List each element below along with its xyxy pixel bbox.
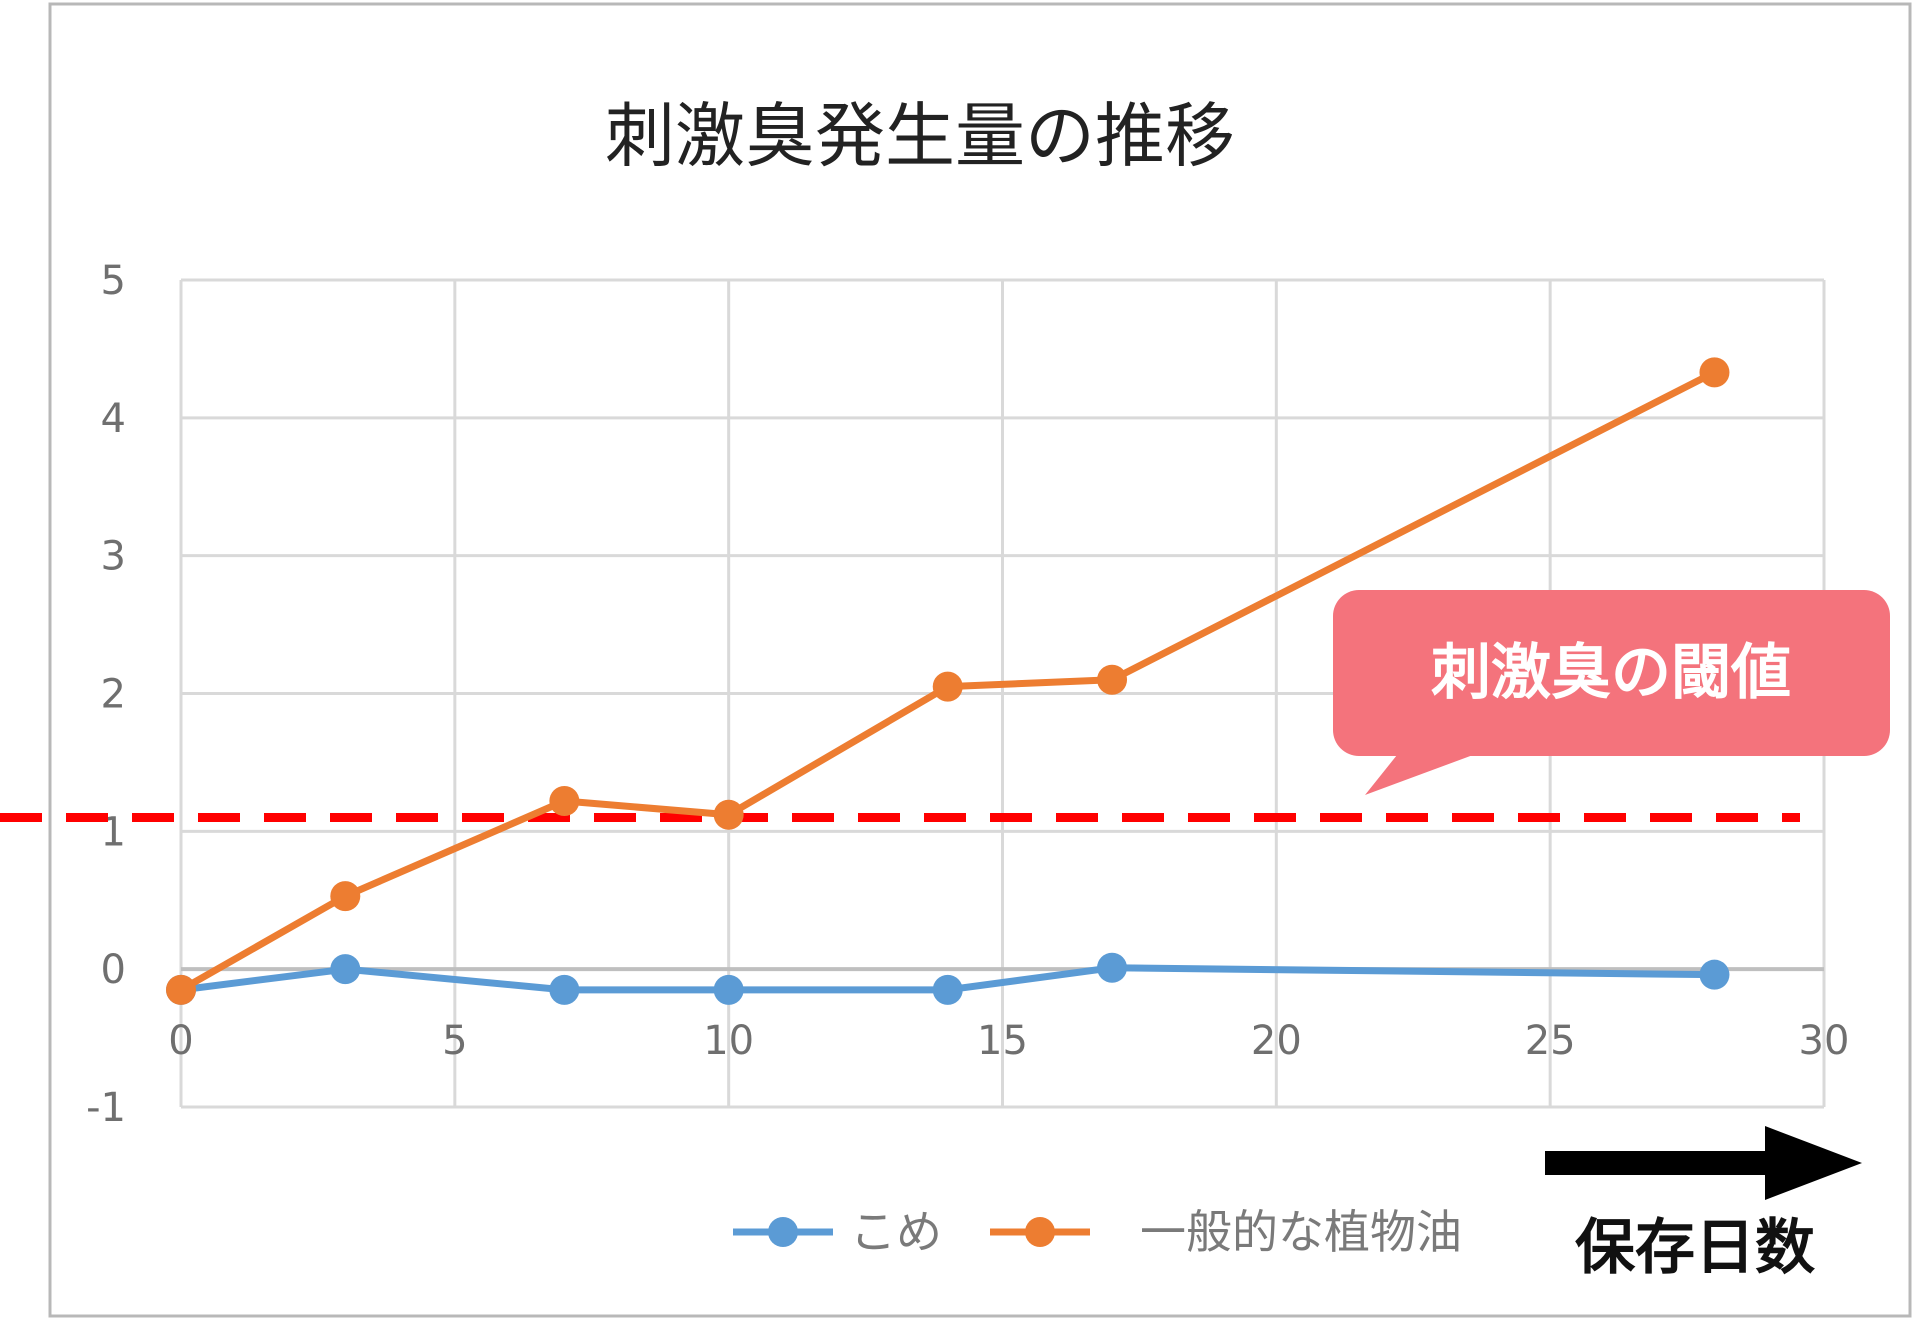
data-point [713, 799, 744, 830]
data-point [713, 974, 744, 1005]
y-tick-label: 5 [101, 258, 126, 304]
x-tick-label: 30 [1799, 1018, 1850, 1064]
data-point [330, 954, 361, 985]
x-tick-label: 5 [442, 1018, 467, 1064]
series-1 [166, 952, 1730, 1005]
grid [179, 278, 1826, 1109]
data-point [1699, 959, 1730, 990]
x-tick-label: 0 [168, 1018, 193, 1064]
data-point [1097, 664, 1128, 695]
legend-swatch-marker [1025, 1217, 1055, 1247]
callout-label: 刺激臭の閾値 [1431, 638, 1791, 708]
series-2 [166, 357, 1730, 1005]
y-tick-label: 2 [101, 672, 126, 718]
callout-box [1333, 590, 1890, 756]
right-arrow-icon [1545, 1126, 1862, 1200]
callout-tail [1365, 745, 1500, 795]
legend-swatch-marker [768, 1217, 798, 1247]
data-point [330, 881, 361, 912]
y-tick-label: -1 [86, 1085, 126, 1131]
data-point [932, 671, 963, 702]
chart-title: 刺激臭発生量の推移 [605, 95, 1235, 177]
y-tick-label: 3 [101, 534, 126, 580]
legend-label: こめ [850, 1205, 942, 1259]
x-tick-label: 10 [703, 1018, 754, 1064]
legend: こめ 一般的な植物油 [733, 1205, 1462, 1259]
data-point [1699, 357, 1730, 388]
x-tick-label: 25 [1525, 1018, 1576, 1064]
legend-label: 一般的な植物油 [1140, 1205, 1462, 1259]
x-axis-label: 保存日数 [1575, 1213, 1815, 1283]
y-tick-label: 4 [101, 396, 126, 442]
x-tick-label: 20 [1251, 1018, 1302, 1064]
data-point [549, 974, 580, 1005]
x-axis-ticks: 0 5 10 15 20 25 30 [168, 1018, 1849, 1064]
x-tick-label: 15 [977, 1018, 1028, 1064]
series [166, 357, 1730, 1005]
data-point [932, 974, 963, 1005]
threshold-callout: 刺激臭の閾値 [1333, 590, 1890, 795]
data-point [1097, 952, 1128, 983]
data-point [166, 974, 196, 1005]
y-tick-label: 0 [101, 947, 126, 993]
data-point [549, 786, 580, 817]
